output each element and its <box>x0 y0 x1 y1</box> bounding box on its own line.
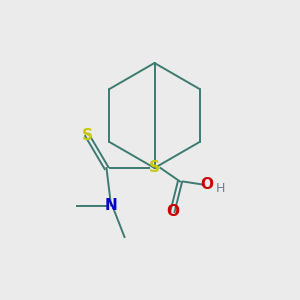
Text: O: O <box>200 177 214 192</box>
Text: O: O <box>166 204 179 219</box>
Text: S: S <box>149 160 160 175</box>
Text: S: S <box>82 128 92 142</box>
Text: N: N <box>105 198 117 213</box>
Text: H: H <box>216 182 225 196</box>
